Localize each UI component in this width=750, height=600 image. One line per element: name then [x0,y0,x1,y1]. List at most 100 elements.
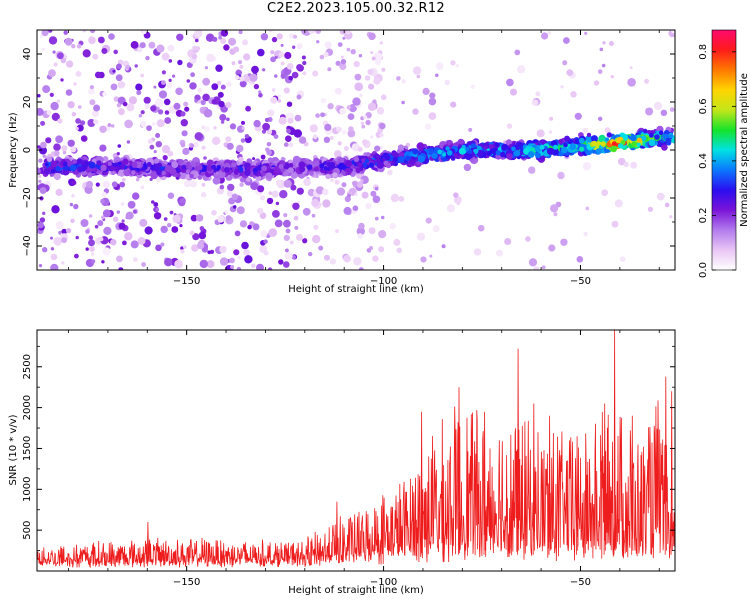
spectrogram-ridge-cell [409,159,415,165]
spectrogram-noise-cell [528,166,536,174]
spectrogram-noise-cell [412,108,419,115]
spectrogram-noise-cell [340,59,347,65]
spectrogram-ridge-cell [590,135,598,143]
spectrogram-noise-cell [367,68,374,75]
spectrogram-noise-cell [271,36,278,43]
spectrogram-noise-cell [90,252,95,256]
spectrogram-ridge-cell [44,162,49,167]
spectrogram-noise-cell [312,70,319,77]
spectrogram-noise-cell [356,227,365,236]
spectrogram-noise-cell [287,117,294,124]
spectrogram-noise-cell [283,213,288,218]
spectrogram-noise-cell [660,109,668,117]
spectrogram-ridge-cell [353,156,360,162]
spectrogram-noise-cell [160,225,168,234]
spectrogram-noise-cell [164,258,173,267]
spectrogram-noise-cell [235,69,242,77]
colorbar-frame [711,29,737,271]
spectrogram-noise-cell [329,258,337,265]
spectrogram-ridge-cell [62,161,68,167]
spectrogram-noise-cell [172,214,181,223]
spectrogram-noise-cell [203,156,207,160]
spectrogram-noise-cell [38,264,43,268]
spectrogram-noise-cell [236,206,245,215]
spectrogram-noise-cell [617,157,626,166]
spectrogram-ridge-cell [564,135,570,142]
spectrogram-noise-cell [582,162,592,171]
spectrogram-noise-cell [398,196,405,202]
spectrogram-noise-cell [218,100,225,108]
spectrogram-noise-cell [340,55,344,59]
spectrogram-noise-cell [195,214,204,222]
spectrogram-noise-cell [327,67,332,72]
spectrogram-ridge-cell [465,147,470,151]
spectrogram-noise-cell [133,257,138,262]
spectrogram-noise-cell [294,225,299,230]
spectrogram-noise-cell [115,74,123,82]
spectrogram-noise-cell [275,201,280,206]
spectrogram-noise-cell [368,227,376,235]
spectrogram-noise-cell [278,116,287,125]
spectrogram-noise-cell [288,33,295,39]
spectrogram-noise-cell [285,228,291,234]
spectrogram-noise-cell [155,133,161,138]
spectrogram-ridge-cell [299,166,306,173]
spectrogram-noise-cell [182,147,190,155]
spectrogram-noise-cell [37,94,41,98]
spectrogram-noise-cell [365,202,372,210]
spectrogram-noise-cell [342,36,346,40]
spectrogram-ridge-cell [69,164,77,172]
spectrogram-noise-cell [180,111,186,117]
spectrogram-noise-cell [203,108,213,118]
spectrogram-noise-cell [138,114,143,118]
spectrogram-noise-cell [212,176,221,185]
spectrogram-noise-cell [145,55,150,61]
spectrogram-noise-cell [292,45,296,49]
spectrogram-ridge-cell [392,157,398,162]
spectrogram-noise-cell [593,80,600,86]
spectrogram-noise-cell [39,146,47,155]
spectrogram-noise-cell [576,255,584,263]
spectrogram-noise-cell [274,55,278,59]
spectrogram-noise-cell [244,134,250,139]
spectrogram-ridge-cell [273,165,281,173]
spectrogram-noise-cell [347,113,355,120]
spectrogram-ridge-cell [323,166,328,171]
spectrogram-noise-cell [453,196,462,204]
spectrogram-noise-cell [202,93,210,102]
spectrogram-noise-cell [257,207,264,215]
spectrogram-noise-cell [278,51,285,58]
spectrogram-ridge-cell [446,150,453,156]
spectrogram-noise-cell [669,107,675,112]
spectrogram-noise-cell [124,119,133,129]
spectrogram-noise-cell [566,69,574,76]
spectrogram-noise-cell [236,266,242,270]
y-tick-label: 2500 [22,354,33,379]
spectrogram-ridge-cell [77,166,84,173]
spectrogram-noise-cell [470,84,475,90]
spectrogram-noise-cell [141,262,147,267]
spectrogram-ridge-cell [344,168,350,173]
spectrogram-noise-cell [356,181,364,188]
spectrogram-noise-cell [153,212,162,220]
spectrogram-ridge-cell [527,151,535,158]
spectrogram-noise-cell [204,66,208,70]
spectrogram-noise-cell [273,134,279,140]
spectrogram-noise-cell [319,54,325,60]
spectrogram-noise-cell [302,207,311,216]
spectrogram-noise-cell [211,209,217,216]
spectrogram-ridge-cell [178,171,187,180]
spectrogram-noise-cell [191,53,198,60]
spectrogram-noise-cell [309,124,318,133]
spectrogram-noise-cell [239,64,244,69]
spectrogram-ridge-cell [332,172,338,178]
spectrogram-noise-cell [156,119,165,128]
spectrogram-noise-cell [444,79,450,86]
spectrogram-noise-cell [290,184,297,191]
spectrogram-ridge-cell [591,140,597,147]
spectrogram-noise-cell [95,182,100,187]
y-tick-label: 20 [22,96,33,109]
spectrogram-ridge-cell [150,171,159,180]
spectrogram-noise-cell [219,257,229,266]
